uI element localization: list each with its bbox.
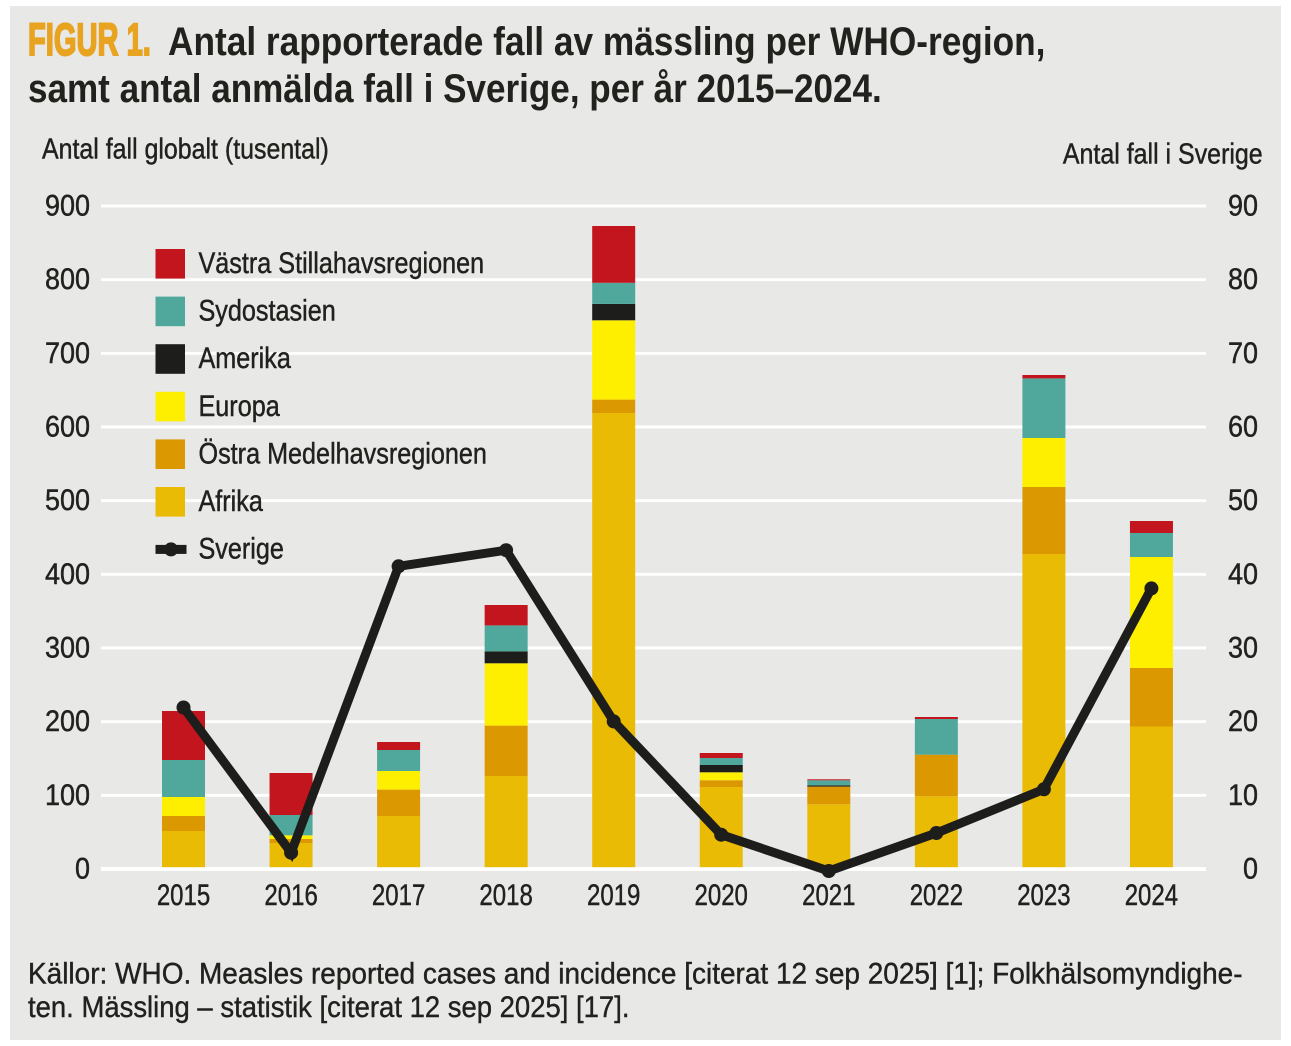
svg-text:2021: 2021 <box>802 877 855 911</box>
svg-text:300: 300 <box>45 631 90 665</box>
svg-text:samt antal anmälda fall i Sver: samt antal anmälda fall i Sverige, per å… <box>28 66 882 111</box>
svg-text:Europa: Europa <box>199 389 281 423</box>
svg-text:60: 60 <box>1228 410 1258 444</box>
svg-text:2022: 2022 <box>910 877 963 911</box>
svg-text:2020: 2020 <box>695 877 748 911</box>
svg-text:Sydostasien: Sydostasien <box>199 294 336 328</box>
svg-text:Antal fall i Sverige: Antal fall i Sverige <box>1063 138 1263 170</box>
svg-text:Sverige: Sverige <box>199 532 284 566</box>
svg-text:2019: 2019 <box>587 877 640 911</box>
svg-text:90: 90 <box>1228 189 1258 223</box>
svg-text:70: 70 <box>1228 337 1258 371</box>
svg-text:Antal rapporterade fall av mäs: Antal rapporterade fall av mässling per … <box>168 19 1045 64</box>
svg-text:Amerika: Amerika <box>199 341 292 375</box>
svg-text:100: 100 <box>45 779 90 813</box>
svg-text:Källor: WHO. Measles reported: Källor: WHO. Measles reported cases and … <box>28 958 1243 991</box>
svg-text:Antal fall globalt (tusental): Antal fall globalt (tusental) <box>42 133 329 165</box>
svg-text:50: 50 <box>1228 484 1258 518</box>
svg-text:30: 30 <box>1228 631 1258 665</box>
svg-text:2024: 2024 <box>1125 877 1178 911</box>
svg-text:500: 500 <box>45 484 90 518</box>
svg-text:2023: 2023 <box>1017 877 1070 911</box>
svg-text:2018: 2018 <box>479 877 532 911</box>
svg-text:2015: 2015 <box>157 877 210 911</box>
svg-text:ten. Mässling – statistik [cit: ten. Mässling – statistik [citerat 12 se… <box>28 991 629 1024</box>
svg-text:Östra Medelhavsregionen: Östra Medelhavsregionen <box>199 436 487 470</box>
svg-text:Västra Stillahavsregionen: Västra Stillahavsregionen <box>199 246 485 280</box>
svg-text:900: 900 <box>45 189 90 223</box>
svg-text:0: 0 <box>1243 852 1258 886</box>
svg-text:2017: 2017 <box>372 877 425 911</box>
svg-text:400: 400 <box>45 558 90 592</box>
svg-text:0: 0 <box>75 852 90 886</box>
svg-text:FIGUR 1.: FIGUR 1. <box>28 16 151 66</box>
svg-text:Afrika: Afrika <box>199 484 264 518</box>
svg-text:800: 800 <box>45 263 90 297</box>
svg-text:2016: 2016 <box>264 877 317 911</box>
svg-text:20: 20 <box>1228 705 1258 739</box>
svg-text:200: 200 <box>45 705 90 739</box>
svg-text:700: 700 <box>45 337 90 371</box>
svg-text:10: 10 <box>1228 779 1258 813</box>
svg-text:600: 600 <box>45 410 90 444</box>
svg-text:80: 80 <box>1228 263 1258 297</box>
svg-text:40: 40 <box>1228 558 1258 592</box>
